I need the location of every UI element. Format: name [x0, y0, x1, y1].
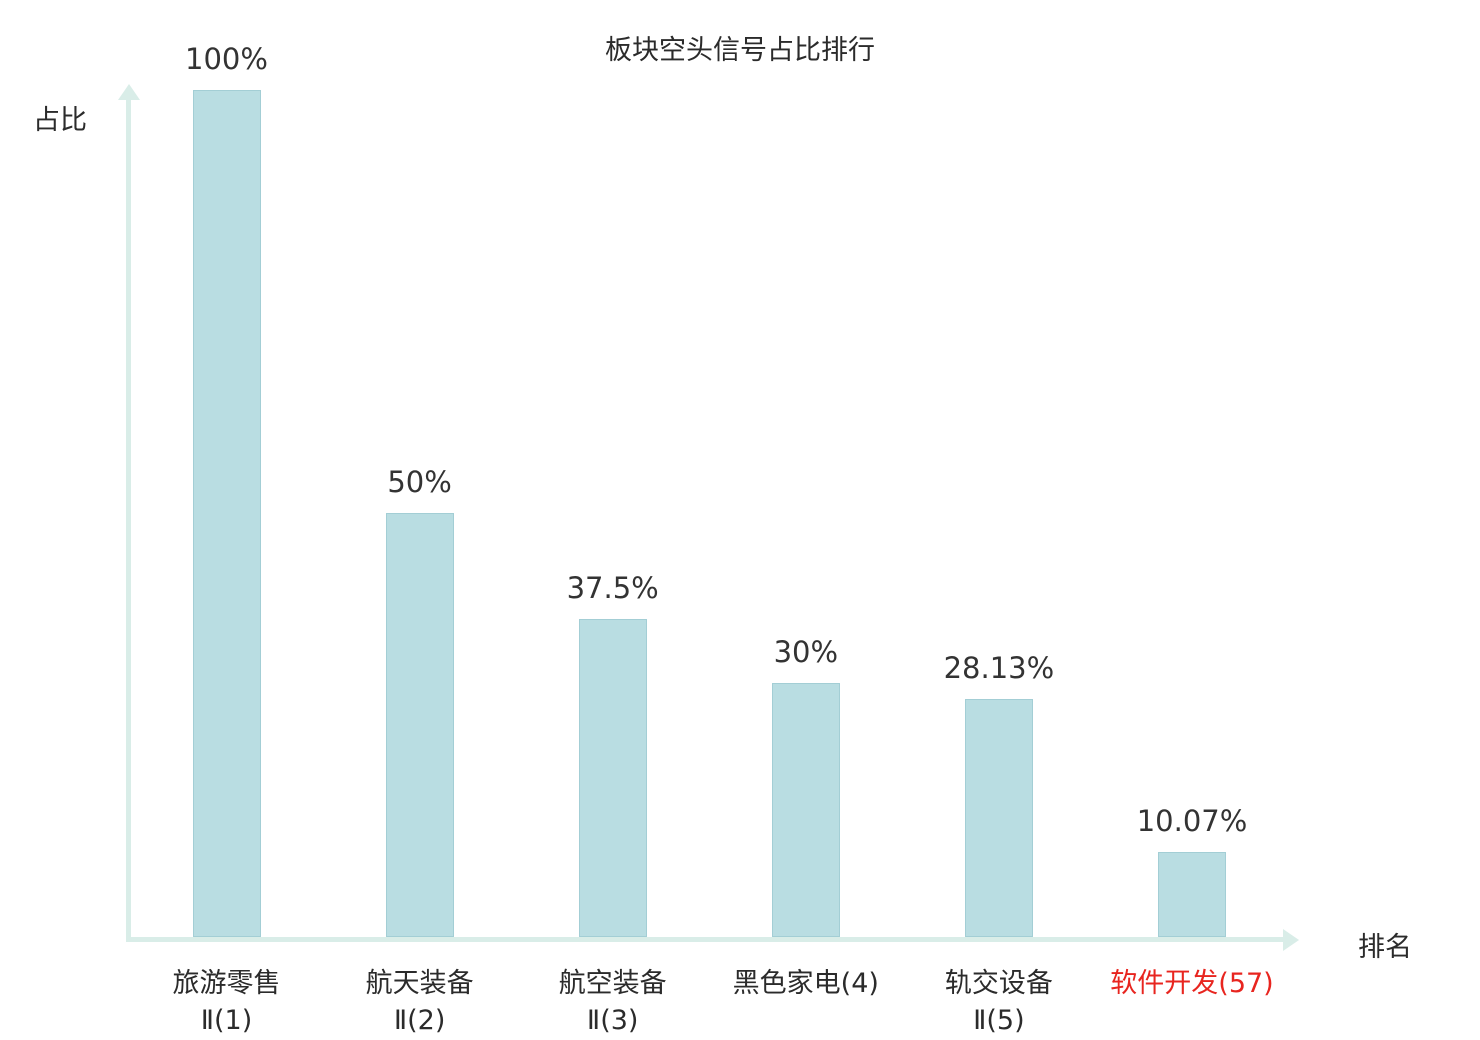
bar	[1158, 852, 1226, 937]
bar-value-label: 28.13%	[943, 651, 1055, 685]
x-axis-line	[126, 937, 1286, 942]
bar	[964, 699, 1033, 937]
category-label-line: 轨交设备	[944, 968, 1053, 999]
category-label-line: 航空装备	[558, 968, 667, 999]
chart-title: 板块空头信号占比排行	[605, 35, 875, 66]
bar	[578, 619, 647, 937]
bar-category-label: 轨交设备 Ⅱ(5)	[859, 965, 1139, 1039]
bar	[192, 90, 261, 937]
category-label-line: Ⅱ(2)	[393, 1005, 446, 1036]
bar-category-label: 航天装备 Ⅱ(2)	[280, 965, 560, 1039]
y-axis-line	[126, 98, 131, 942]
bar-value-label: 10.07%	[1136, 804, 1248, 838]
x-axis-label: 排名	[1358, 932, 1412, 963]
category-label-line: 黑色家电(4)	[732, 968, 879, 999]
y-axis-label: 占比	[33, 105, 87, 136]
category-label-line: 旅游零售	[172, 968, 281, 999]
bar-value-label: 30%	[773, 635, 839, 669]
bar-category-label: 软件开发(57)	[1052, 965, 1332, 1002]
bar-category-label: 黑色家电(4)	[666, 965, 946, 1002]
bar-category-label: 航空装备 Ⅱ(3)	[473, 965, 753, 1039]
category-label-line: Ⅱ(3)	[586, 1005, 639, 1036]
bar-value-label: 100%	[185, 42, 268, 76]
bar-category-label: 旅游零售 Ⅱ(1)	[87, 965, 367, 1039]
x-axis-arrow-icon	[1283, 929, 1299, 951]
bar-value-label: 37.5%	[566, 571, 659, 605]
category-label-line: 软件开发(57)	[1110, 968, 1274, 999]
bar	[771, 683, 840, 937]
category-label-line: Ⅱ(1)	[200, 1005, 253, 1036]
bar-value-label: 50%	[387, 465, 452, 499]
bar	[385, 513, 454, 937]
category-label-line: 航天装备	[365, 968, 474, 999]
category-label-line: Ⅱ(5)	[973, 1005, 1025, 1036]
y-axis-arrow-icon	[118, 84, 140, 100]
